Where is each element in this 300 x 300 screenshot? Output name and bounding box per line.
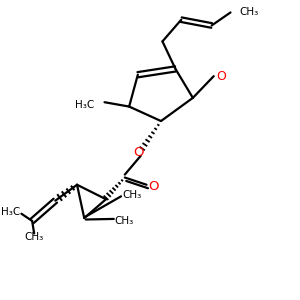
Text: O: O xyxy=(216,70,226,83)
Text: O: O xyxy=(148,180,159,193)
Text: CH₃: CH₃ xyxy=(115,216,134,226)
Text: CH₃: CH₃ xyxy=(122,190,141,200)
Text: CH₃: CH₃ xyxy=(24,232,43,242)
Text: CH₃: CH₃ xyxy=(239,8,258,17)
Text: H₃C: H₃C xyxy=(1,207,21,217)
Text: O: O xyxy=(134,146,144,158)
Text: H₃C: H₃C xyxy=(75,100,94,110)
